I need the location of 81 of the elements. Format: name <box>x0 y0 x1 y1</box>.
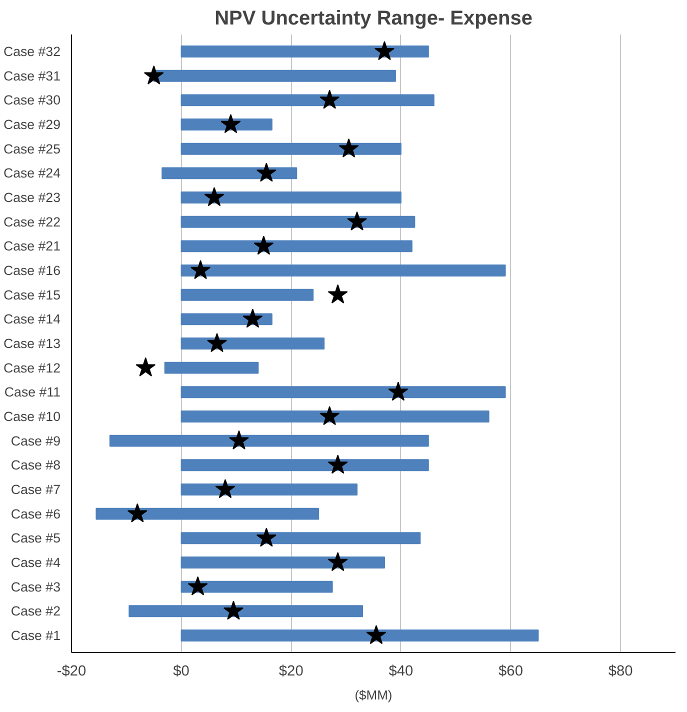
point <box>215 478 236 498</box>
point <box>328 284 348 304</box>
x-tick-label: $20 <box>278 664 304 680</box>
point <box>220 114 241 134</box>
x-tick-label: -$20 <box>56 664 86 680</box>
bar <box>180 288 314 301</box>
y-tick-label: Case #21 <box>3 238 61 254</box>
y-tick-label: Case #9 <box>10 433 61 448</box>
point <box>320 90 340 109</box>
y-tick-label: Case #16 <box>3 263 61 278</box>
bar <box>180 46 429 58</box>
point <box>374 41 394 60</box>
bar <box>180 580 333 593</box>
point <box>188 576 208 596</box>
bar <box>180 556 385 568</box>
x-tick-label: $60 <box>498 664 524 680</box>
y-tick-label: Case #4 <box>10 554 62 570</box>
point <box>338 138 359 158</box>
y-tick-label: Case #32 <box>3 44 61 60</box>
y-tick-label: Case #30 <box>3 92 61 108</box>
x-axis-title: ($MM) <box>354 688 392 702</box>
y-tick-label: Case #11 <box>4 384 61 400</box>
bar <box>180 459 429 472</box>
point <box>228 430 249 450</box>
bar <box>180 338 325 350</box>
y-tick-label: Case #13 <box>3 336 61 351</box>
point <box>242 308 263 328</box>
y-tick-label: Case #23 <box>3 190 61 206</box>
bar <box>180 386 506 398</box>
point <box>328 454 348 474</box>
bar <box>164 362 259 374</box>
bar <box>153 70 396 82</box>
bar <box>180 532 421 544</box>
point <box>144 65 164 84</box>
bar <box>180 94 434 106</box>
point <box>207 333 228 352</box>
x-tick-label: $80 <box>608 664 633 680</box>
y-tick-label: Case #24 <box>3 166 62 181</box>
y-tick-label: Case #1 <box>10 628 61 643</box>
chart-title: NPV Uncertainty Range- Expense <box>214 8 532 30</box>
x-tick-label: $40 <box>388 664 414 680</box>
y-tick-label: Case #15 <box>3 287 61 302</box>
bar <box>180 264 506 276</box>
y-tick-label: Case #25 <box>3 141 61 156</box>
bar <box>180 484 358 496</box>
y-tick-label: Case #7 <box>10 482 61 497</box>
y-tick-label: Case #3 <box>10 579 61 594</box>
point <box>254 236 274 255</box>
point <box>256 528 276 547</box>
bar <box>180 192 402 204</box>
point <box>256 162 276 182</box>
bar <box>180 629 539 642</box>
point <box>136 357 156 376</box>
bar <box>128 605 364 618</box>
y-tick-label: Case #31 <box>3 68 61 84</box>
y-tick-label: Case #12 <box>3 360 61 376</box>
point <box>127 503 148 522</box>
y-tick-label: Case #22 <box>3 214 61 230</box>
point <box>223 600 244 620</box>
y-tick-label: Case #2 <box>10 604 61 619</box>
point <box>320 406 340 426</box>
y-tick-label: Case #14 <box>3 312 62 327</box>
y-tick-label: Case #5 <box>10 530 61 546</box>
point <box>347 211 368 230</box>
point <box>190 260 211 280</box>
point <box>328 552 348 572</box>
y-tick-label: Case #6 <box>10 506 61 522</box>
bar <box>180 410 490 422</box>
bar <box>109 434 429 447</box>
point <box>366 624 386 644</box>
point <box>204 187 224 206</box>
x-tick-label: $0 <box>173 664 190 680</box>
bar <box>180 216 416 228</box>
y-tick-label: Case #10 <box>3 408 61 424</box>
bar <box>96 508 320 520</box>
bar <box>180 142 402 155</box>
point <box>388 382 408 401</box>
bar <box>180 240 412 252</box>
y-tick-label: Case #8 <box>10 458 61 473</box>
y-tick-label: Case #29 <box>3 117 61 132</box>
bar <box>162 167 298 180</box>
